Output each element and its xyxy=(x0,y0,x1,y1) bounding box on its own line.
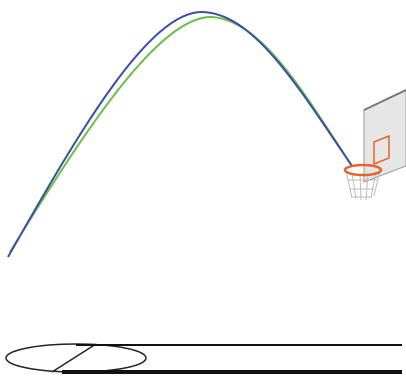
trajectory-blue xyxy=(8,12,352,257)
backboard xyxy=(364,90,406,182)
circle-line xyxy=(52,344,96,372)
trajectory-green xyxy=(10,17,350,252)
basketball-shot-illustration xyxy=(0,0,406,376)
page: {} xyxy=(0,0,406,376)
free-throw-circle xyxy=(6,344,146,372)
